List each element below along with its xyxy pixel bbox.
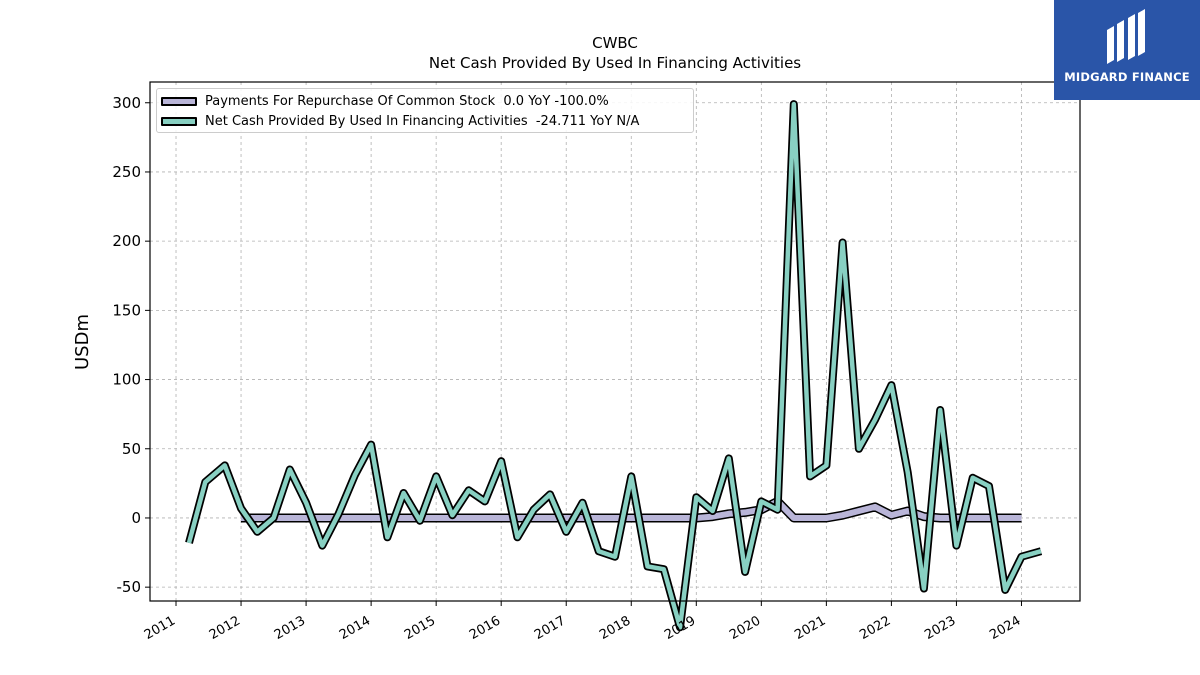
series-repurchase-line — [241, 498, 1022, 521]
y-tick-label: 0 — [131, 509, 141, 527]
series-layer — [185, 100, 1043, 632]
chart-subtitle: Net Cash Provided By Used In Financing A… — [429, 54, 801, 72]
y-tick-label: 300 — [112, 94, 141, 112]
x-tick-label: 2013 — [272, 613, 308, 643]
x-tick-label: 2011 — [142, 613, 178, 643]
logo-text: MIDGARD FINANCE — [1064, 70, 1190, 84]
chart-legend: Payments For Repurchase Of Common Stock … — [156, 88, 694, 133]
y-tick-label: 100 — [112, 371, 141, 389]
plot-frame — [149, 81, 1081, 602]
chart-title: CWBC — [592, 34, 638, 52]
axis-layer: -50 0 50 100 150 200 250 300 2011 2012 2013 2014 201… — [112, 94, 1023, 643]
x-tick-label: 2022 — [857, 613, 893, 643]
x-tick-label: 2012 — [207, 613, 243, 643]
x-tick-label: 2018 — [597, 613, 633, 643]
legend-swatch-financing — [161, 116, 197, 126]
x-tick-label: 2024 — [987, 613, 1023, 643]
grid-lines — [150, 82, 1080, 601]
x-tick-label: 2020 — [727, 613, 763, 643]
x-tick-label: 2023 — [922, 613, 958, 643]
y-tick-label: 200 — [112, 232, 141, 250]
legend-item-financing: Net Cash Provided By Used In Financing A… — [161, 112, 639, 130]
midgard-logo-icon — [1107, 9, 1145, 64]
x-tick-label: 2021 — [792, 613, 828, 643]
legend-swatch-repurchase — [161, 96, 197, 106]
y-tick-label: 150 — [112, 301, 141, 319]
y-tick-label: 50 — [122, 440, 141, 458]
x-tick-label: 2014 — [337, 613, 373, 643]
legend-item-repurchase: Payments For Repurchase Of Common Stock … — [161, 92, 609, 110]
x-tick-label: 2017 — [532, 613, 568, 643]
x-tick-label: 2015 — [402, 613, 438, 643]
legend-label-financing: Net Cash Provided By Used In Financing A… — [205, 113, 640, 129]
y-axis-label: USDm — [72, 314, 93, 370]
legend-label-repurchase: Payments For Repurchase Of Common Stock … — [205, 93, 609, 109]
midgard-finance-logo: MIDGARD FINANCE — [1054, 0, 1200, 100]
y-tick-label: -50 — [117, 578, 142, 596]
y-tick-label: 250 — [112, 163, 141, 181]
series-financing-line — [186, 101, 1042, 630]
x-tick-label: 2016 — [467, 613, 503, 643]
